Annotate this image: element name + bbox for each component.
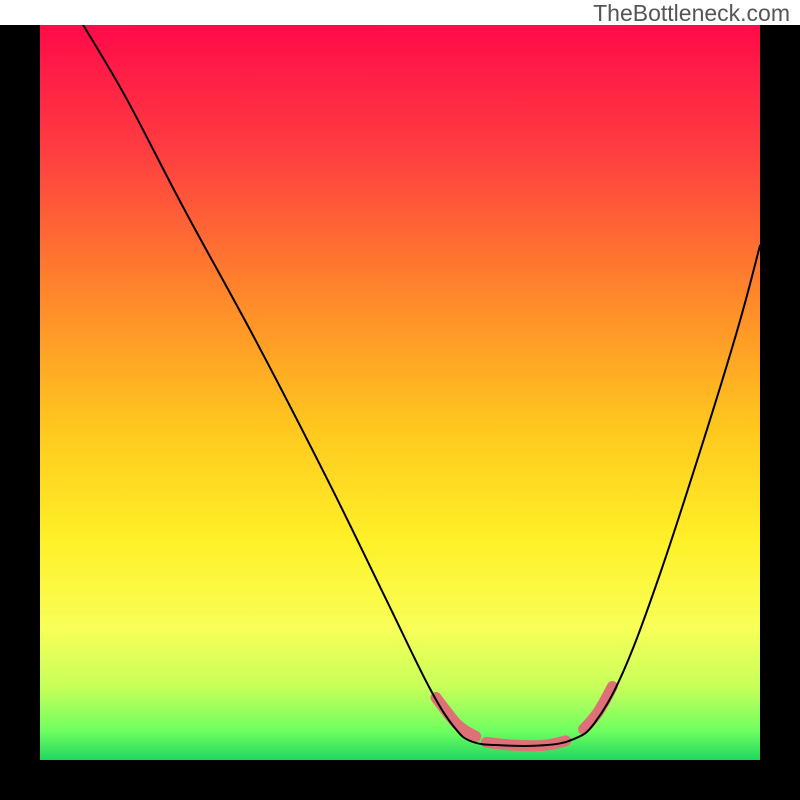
bottleneck-curve (83, 25, 760, 746)
highlight-segment (584, 687, 613, 730)
plot-svg (40, 25, 760, 760)
plot-area (40, 25, 760, 760)
watermark-text: TheBottleneck.com (593, 0, 790, 27)
